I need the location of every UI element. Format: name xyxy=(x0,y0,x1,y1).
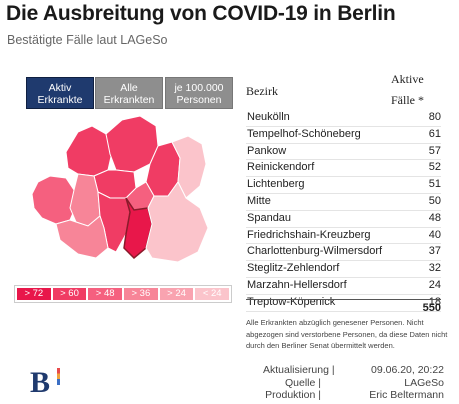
district-neukoelln[interactable] xyxy=(123,197,153,260)
active-cases-button-line2: Erkrankte xyxy=(37,94,83,106)
total-value: 550 xyxy=(246,299,441,314)
meta-value-updated: 09.06.20, 20:22 xyxy=(371,364,444,376)
color-legend: > 72 > 60 > 48 > 36 > 24 < 24 xyxy=(14,285,232,303)
table-row: Charlottenburg-Wilmersdorf 37 xyxy=(246,244,441,262)
district-name: Marzahn-Hellersdorf xyxy=(247,278,347,291)
district-value: 40 xyxy=(428,228,441,241)
berlin-district-map xyxy=(31,115,209,263)
table-row: Pankow 57 xyxy=(246,144,441,161)
chart-title: Die Ausbreitung von COVID-19 in Berlin xyxy=(6,2,396,25)
district-spandau[interactable] xyxy=(31,175,77,225)
district-value: 52 xyxy=(428,161,441,174)
all-cases-button-line1: Alle xyxy=(120,82,138,94)
legend-cell-6: < 24 xyxy=(195,288,230,300)
district-value: 37 xyxy=(428,245,441,258)
district-value: 51 xyxy=(428,178,441,191)
meta-label-updated: Aktualisierung | xyxy=(263,364,335,376)
table-row: Mitte 50 xyxy=(246,194,441,211)
legend-cell-5: > 24 xyxy=(159,288,194,300)
district-steglitz-zehlendorf[interactable] xyxy=(55,215,109,259)
meta-label-production: Produktion | xyxy=(265,389,321,401)
chart-subtitle: Bestätigte Fälle laut LAGeSo xyxy=(7,33,168,47)
district-name: Reinickendorf xyxy=(247,161,315,174)
district-value: 50 xyxy=(428,194,441,207)
table-row: Marzahn-Hellersdorf 24 xyxy=(246,278,441,295)
legend-cell-3: > 48 xyxy=(88,288,123,300)
district-name: Lichtenberg xyxy=(247,178,305,191)
table-row: Spandau 48 xyxy=(246,211,441,228)
table-row: Lichtenberg 51 xyxy=(246,177,441,194)
district-value: 48 xyxy=(428,211,441,224)
column-header-value-line2: Fälle * xyxy=(391,93,424,107)
district-name: Tempelhof-Schöneberg xyxy=(247,127,361,140)
legend-cell-4: > 36 xyxy=(124,288,158,300)
per-100k-button[interactable]: je 100.000 Personen xyxy=(165,77,233,109)
district-name: Mitte xyxy=(247,194,271,207)
legend-cell-2: > 60 xyxy=(52,288,87,300)
logo-color-bar xyxy=(57,368,60,385)
district-table: Neukölln 80 Tempelhof-Schöneberg 61 Pankow 57… xyxy=(246,110,441,312)
district-charlottenburg-wilmersdorf[interactable] xyxy=(69,173,101,227)
legend-cell-1: > 72 xyxy=(17,288,51,300)
meta-labels: Aktualisierung | Quelle | Produktion | xyxy=(263,364,335,402)
footnote: Alle Erkrankten abzüglich genesener Pers… xyxy=(246,318,448,350)
district-name: Treptow-Köpenick xyxy=(247,295,336,308)
district-name: Spandau xyxy=(247,211,292,224)
meta-label-source: Quelle | xyxy=(285,376,321,389)
meta-value-production: Eric Beltermann xyxy=(369,389,444,401)
table-row: Friedrichshain-Kreuzberg 40 xyxy=(246,228,441,245)
table-row: Reinickendorf 52 xyxy=(246,160,441,178)
district-name: Neukölln xyxy=(247,111,290,123)
district-name: Pankow xyxy=(247,144,287,157)
district-name: Friedrichshain-Kreuzberg xyxy=(247,228,371,241)
district-value: 61 xyxy=(428,127,441,140)
all-cases-button[interactable]: Alle Erkrankten xyxy=(95,77,163,109)
active-cases-button[interactable]: Aktiv Erkrankte xyxy=(26,77,94,109)
table-row: Treptow-Köpenick 18 xyxy=(246,295,441,312)
district-value: 24 xyxy=(428,278,441,291)
meta-values: 09.06.20, 20:22 LAGeSo Eric Beltermann xyxy=(346,364,444,402)
per-100k-button-line2: Personen xyxy=(176,94,222,106)
all-cases-button-line2: Erkrankten xyxy=(103,94,155,106)
table-row: Tempelhof-Schöneberg 61 xyxy=(246,127,441,144)
district-value: 57 xyxy=(428,144,441,157)
district-value: 18 xyxy=(428,295,441,308)
table-row: Neukölln 80 xyxy=(246,110,441,127)
table-row: Steglitz-Zehlendorf 32 xyxy=(246,261,441,278)
district-value: 32 xyxy=(428,262,441,275)
district-name: Charlottenburg-Wilmersdorf xyxy=(247,245,383,258)
district-value: 80 xyxy=(428,111,441,123)
district-treptow-koepenick[interactable] xyxy=(145,181,209,263)
district-reinickendorf[interactable] xyxy=(65,125,113,177)
column-header-value-line1: Aktive xyxy=(391,72,424,86)
column-header-district: Bezirk xyxy=(246,84,278,98)
publisher-logo: B xyxy=(30,366,51,399)
per-100k-button-line1: je 100.000 xyxy=(174,82,224,94)
active-cases-button-line1: Aktiv xyxy=(48,82,72,94)
district-name: Steglitz-Zehlendorf xyxy=(247,262,340,275)
meta-value-source: LAGeSo xyxy=(404,376,444,389)
district-marzahn-hellersdorf[interactable] xyxy=(171,135,207,199)
